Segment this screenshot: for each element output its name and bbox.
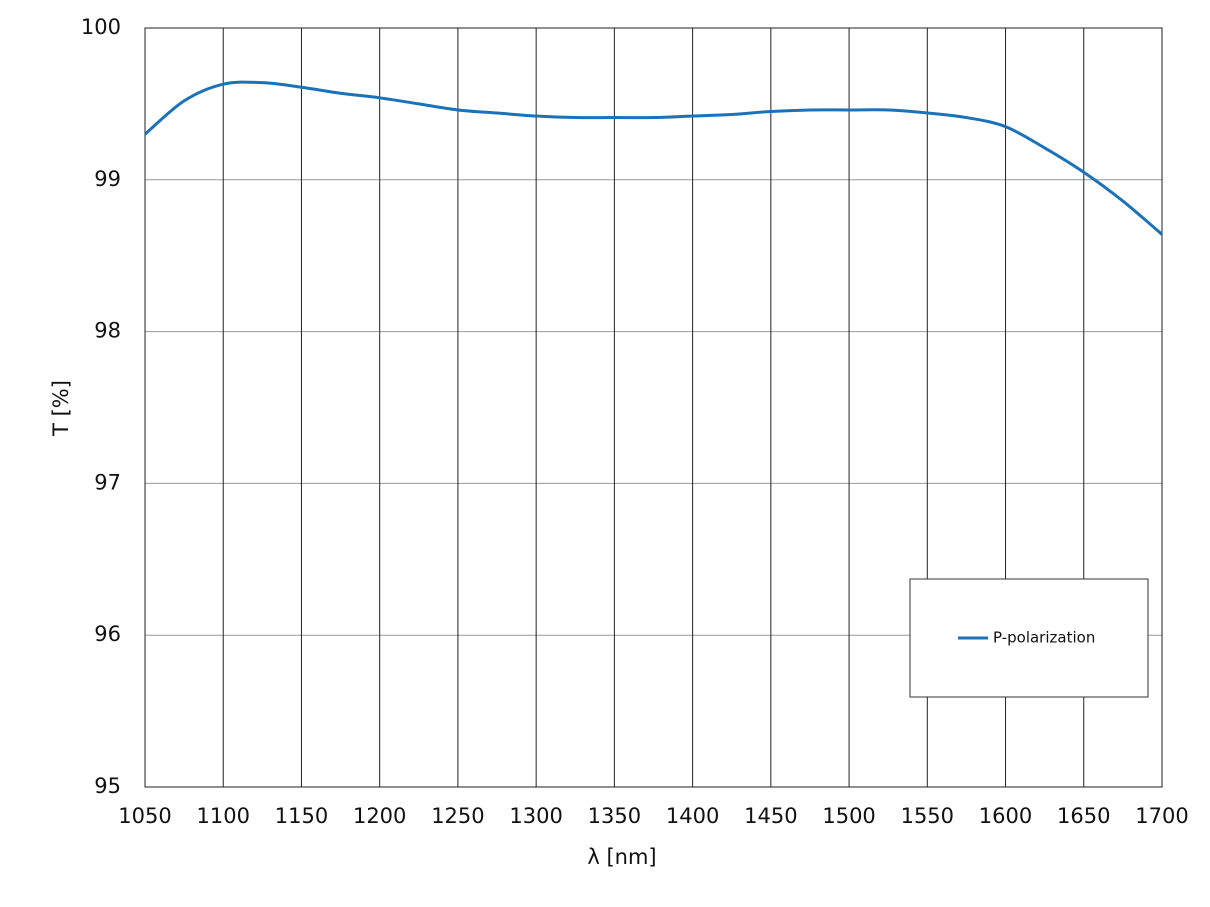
x-tick-label: 1200 [353,804,406,828]
y-tick-label: 98 [94,319,121,343]
x-tick-label: 1050 [118,804,171,828]
y-axis-label: T [%] [49,380,73,437]
x-tick-label: 1250 [431,804,484,828]
legend-box [909,578,1149,698]
legend-label: P-polarization [993,629,1095,647]
x-tick-label: 1400 [666,804,719,828]
plot-frame [144,27,1163,788]
x-axis-label: λ [nm] [587,845,656,869]
y-tick-label: 97 [94,470,121,494]
x-tick-label: 1600 [979,804,1032,828]
x-tick-label: 1500 [822,804,875,828]
x-tick-label: 1300 [509,804,562,828]
x-tick-label: 1650 [1057,804,1110,828]
x-tick-label: 1150 [275,804,328,828]
x-tick-label: 1550 [901,804,954,828]
data-line [144,80,1163,236]
y-tick-label: 95 [94,774,121,798]
y-tick-label: 99 [94,167,121,191]
y-tick-label: 100 [81,15,121,39]
x-tick-label: 1700 [1135,804,1188,828]
x-tick-label: 1450 [744,804,797,828]
y-tick-label: 96 [94,622,121,646]
x-tick-label: 1100 [197,804,250,828]
x-tick-label: 1350 [588,804,641,828]
